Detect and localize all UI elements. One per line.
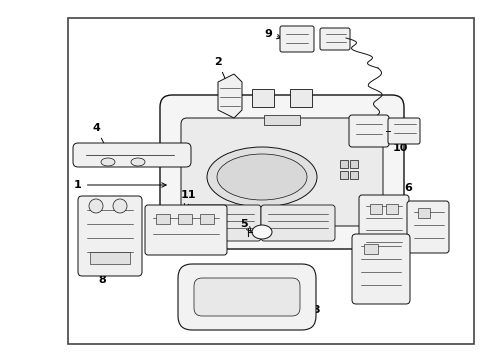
FancyBboxPatch shape (388, 118, 420, 144)
FancyBboxPatch shape (187, 205, 261, 241)
Ellipse shape (252, 225, 272, 239)
Bar (370, 204, 382, 214)
Bar (290, 89, 312, 107)
FancyBboxPatch shape (359, 195, 409, 257)
FancyBboxPatch shape (73, 143, 191, 167)
FancyBboxPatch shape (261, 205, 335, 241)
Ellipse shape (101, 158, 115, 166)
Text: 4: 4 (92, 123, 108, 152)
Text: 5: 5 (240, 219, 251, 231)
Text: 8: 8 (98, 262, 108, 285)
Bar (90, 252, 130, 264)
FancyBboxPatch shape (160, 95, 404, 249)
Bar (178, 214, 192, 224)
Circle shape (113, 199, 127, 213)
Text: 3: 3 (272, 297, 320, 315)
Text: 6: 6 (394, 183, 412, 207)
FancyBboxPatch shape (145, 205, 227, 255)
Ellipse shape (131, 158, 145, 166)
Ellipse shape (207, 147, 317, 207)
Polygon shape (218, 74, 242, 118)
Bar (156, 214, 170, 224)
Bar (350, 171, 358, 179)
Bar (340, 160, 348, 168)
FancyBboxPatch shape (280, 26, 314, 52)
FancyBboxPatch shape (349, 115, 389, 147)
Text: 9: 9 (264, 29, 281, 39)
FancyBboxPatch shape (178, 264, 316, 330)
FancyBboxPatch shape (181, 118, 383, 226)
Bar (252, 89, 274, 107)
Bar (350, 160, 358, 168)
Text: 10: 10 (383, 134, 408, 153)
FancyBboxPatch shape (194, 278, 300, 316)
Text: 11: 11 (180, 190, 196, 208)
Bar (200, 214, 214, 224)
Bar (68, 18, 474, 344)
FancyBboxPatch shape (320, 28, 350, 50)
Bar (264, 115, 300, 125)
Text: 1: 1 (74, 180, 166, 190)
Bar (340, 171, 348, 179)
FancyBboxPatch shape (78, 196, 142, 276)
Circle shape (89, 199, 103, 213)
Text: 2: 2 (214, 57, 229, 86)
Bar (418, 208, 430, 218)
FancyBboxPatch shape (352, 234, 410, 304)
FancyBboxPatch shape (407, 201, 449, 253)
Bar (364, 244, 378, 254)
Ellipse shape (217, 154, 307, 200)
Bar (386, 204, 398, 214)
Text: 7: 7 (368, 269, 380, 300)
